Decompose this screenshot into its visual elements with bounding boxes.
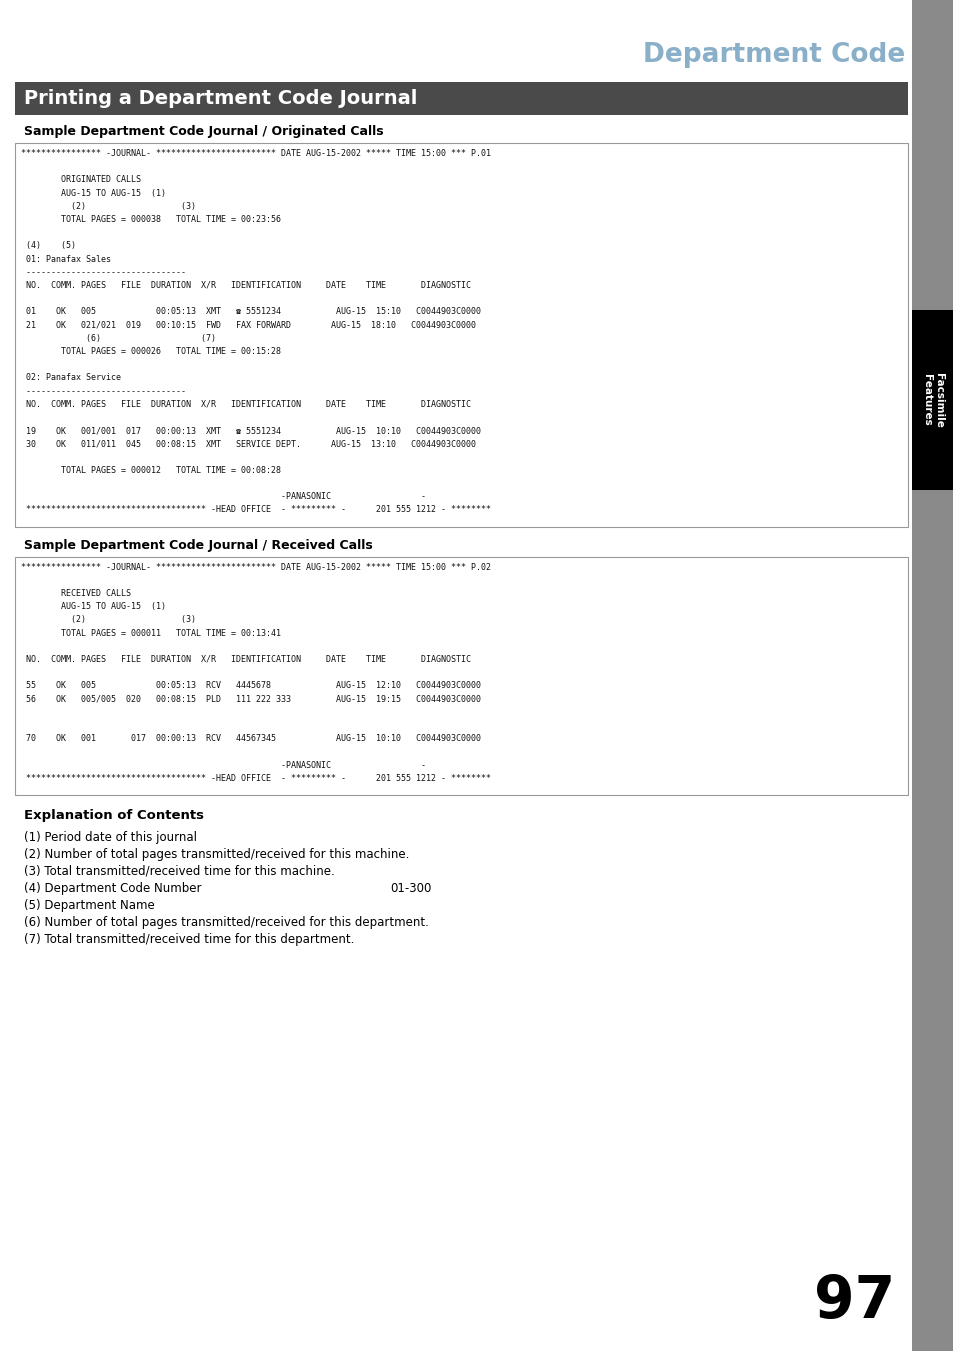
Text: --------------------------------: -------------------------------- [21,267,186,277]
Text: NO.  COMM. PAGES   FILE  DURATION  X/R   IDENTIFICATION     DATE    TIME       D: NO. COMM. PAGES FILE DURATION X/R IDENTI… [21,400,471,409]
Text: --------------------------------: -------------------------------- [21,386,186,396]
Text: (2) Number of total pages transmitted/received for this machine.: (2) Number of total pages transmitted/re… [24,848,409,861]
Text: ************************************ -HEAD OFFICE  - ********* -      201 555 12: ************************************ -HE… [21,774,491,782]
Text: (4) Department Code Number: (4) Department Code Number [24,882,201,894]
Text: TOTAL PAGES = 000026   TOTAL TIME = 00:15:28: TOTAL PAGES = 000026 TOTAL TIME = 00:15:… [21,347,281,357]
Bar [911,309,953,490]
Text: TOTAL PAGES = 000012   TOTAL TIME = 00:08:28: TOTAL PAGES = 000012 TOTAL TIME = 00:08:… [21,466,281,474]
Text: (2)                   (3): (2) (3) [21,616,195,624]
Text: 30    OK   011/011  045   00:08:15  XMT   SERVICE DEPT.      AUG-15  13:10   C00: 30 OK 011/011 045 00:08:15 XMT SERVICE D… [21,439,476,449]
Text: 01    OK   005            00:05:13  XMT   ☎ 5551234           AUG-15  15:10   C0: 01 OK 005 00:05:13 XMT ☎ 5551234 AUG-15 … [21,308,480,316]
Text: -PANASONIC                  -: -PANASONIC - [21,492,426,501]
Text: (1) Period date of this journal: (1) Period date of this journal [24,831,196,844]
Text: 55    OK   005            00:05:13  RCV   4445678             AUG-15  12:10   C0: 55 OK 005 00:05:13 RCV 4445678 AUG-15 12… [21,681,480,690]
Bar [15,82,907,115]
Text: Explanation of Contents: Explanation of Contents [24,809,204,821]
Text: 21    OK   021/021  019   00:10:15  FWD   FAX FORWARD        AUG-15  18:10   C00: 21 OK 021/021 019 00:10:15 FWD FAX FORWA… [21,320,476,330]
Text: -PANASONIC                  -: -PANASONIC - [21,761,426,770]
Text: Sample Department Code Journal / Received Calls: Sample Department Code Journal / Receive… [24,539,373,551]
Text: (7) Total transmitted/received time for this department.: (7) Total transmitted/received time for … [24,934,354,946]
Text: TOTAL PAGES = 000011   TOTAL TIME = 00:13:41: TOTAL PAGES = 000011 TOTAL TIME = 00:13:… [21,628,281,638]
Text: NO.  COMM. PAGES   FILE  DURATION  X/R   IDENTIFICATION     DATE    TIME       D: NO. COMM. PAGES FILE DURATION X/R IDENTI… [21,281,471,290]
Bar [911,0,953,1351]
Text: NO.  COMM. PAGES   FILE  DURATION  X/R   IDENTIFICATION     DATE    TIME       D: NO. COMM. PAGES FILE DURATION X/R IDENTI… [21,655,471,663]
Text: 19    OK   001/001  017   00:00:13  XMT   ☎ 5551234           AUG-15  10:10   C0: 19 OK 001/001 017 00:00:13 XMT ☎ 5551234… [21,426,480,435]
Text: AUG-15 TO AUG-15  (1): AUG-15 TO AUG-15 (1) [21,189,166,197]
Text: (3) Total transmitted/received time for this machine.: (3) Total transmitted/received time for … [24,865,335,878]
Text: 97: 97 [813,1273,894,1329]
Text: 01: Panafax Sales: 01: Panafax Sales [21,254,111,263]
Text: 56    OK   005/005  020   00:08:15  PLD   111 222 333         AUG-15  19:15   C0: 56 OK 005/005 020 00:08:15 PLD 111 222 3… [21,694,480,704]
Text: 70    OK   001       017  00:00:13  RCV   44567345            AUG-15  10:10   C0: 70 OK 001 017 00:00:13 RCV 44567345 AUG-… [21,734,480,743]
Text: Department Code: Department Code [642,42,904,68]
Text: **************** -JOURNAL- ************************ DATE AUG-15-2002 ***** TIME : **************** -JOURNAL- *************… [21,149,491,158]
Bar [15,143,907,527]
Bar [15,557,907,794]
Text: 01-300: 01-300 [390,882,431,894]
Text: ORIGINATED CALLS: ORIGINATED CALLS [21,176,141,184]
Text: 02: Panafax Service: 02: Panafax Service [21,373,121,382]
Text: Sample Department Code Journal / Originated Calls: Sample Department Code Journal / Origina… [24,126,383,138]
Text: (6) Number of total pages transmitted/received for this department.: (6) Number of total pages transmitted/re… [24,916,429,929]
Text: Printing a Department Code Journal: Printing a Department Code Journal [24,89,417,108]
Text: TOTAL PAGES = 000038   TOTAL TIME = 00:23:56: TOTAL PAGES = 000038 TOTAL TIME = 00:23:… [21,215,281,224]
Text: Facsimile
Features: Facsimile Features [922,373,943,427]
Text: RECEIVED CALLS: RECEIVED CALLS [21,589,131,598]
Text: **************** -JOURNAL- ************************ DATE AUG-15-2002 ***** TIME : **************** -JOURNAL- *************… [21,562,491,571]
Text: AUG-15 TO AUG-15  (1): AUG-15 TO AUG-15 (1) [21,603,166,611]
Text: (5) Department Name: (5) Department Name [24,898,154,912]
Text: ************************************ -HEAD OFFICE  - ********* -      201 555 12: ************************************ -HE… [21,505,491,515]
Text: (4)    (5): (4) (5) [21,242,76,250]
Text: (6)                    (7): (6) (7) [21,334,215,343]
Text: (2)                   (3): (2) (3) [21,201,195,211]
